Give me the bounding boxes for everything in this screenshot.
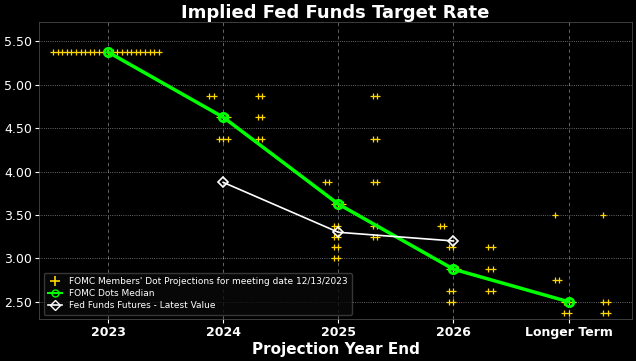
X-axis label: Projection Year End: Projection Year End (251, 342, 419, 357)
Title: Implied Fed Funds Target Rate: Implied Fed Funds Target Rate (181, 4, 490, 22)
Legend: FOMC Members' Dot Projections for meeting date 12/13/2023, FOMC Dots Median, Fed: FOMC Members' Dot Projections for meetin… (44, 273, 352, 314)
